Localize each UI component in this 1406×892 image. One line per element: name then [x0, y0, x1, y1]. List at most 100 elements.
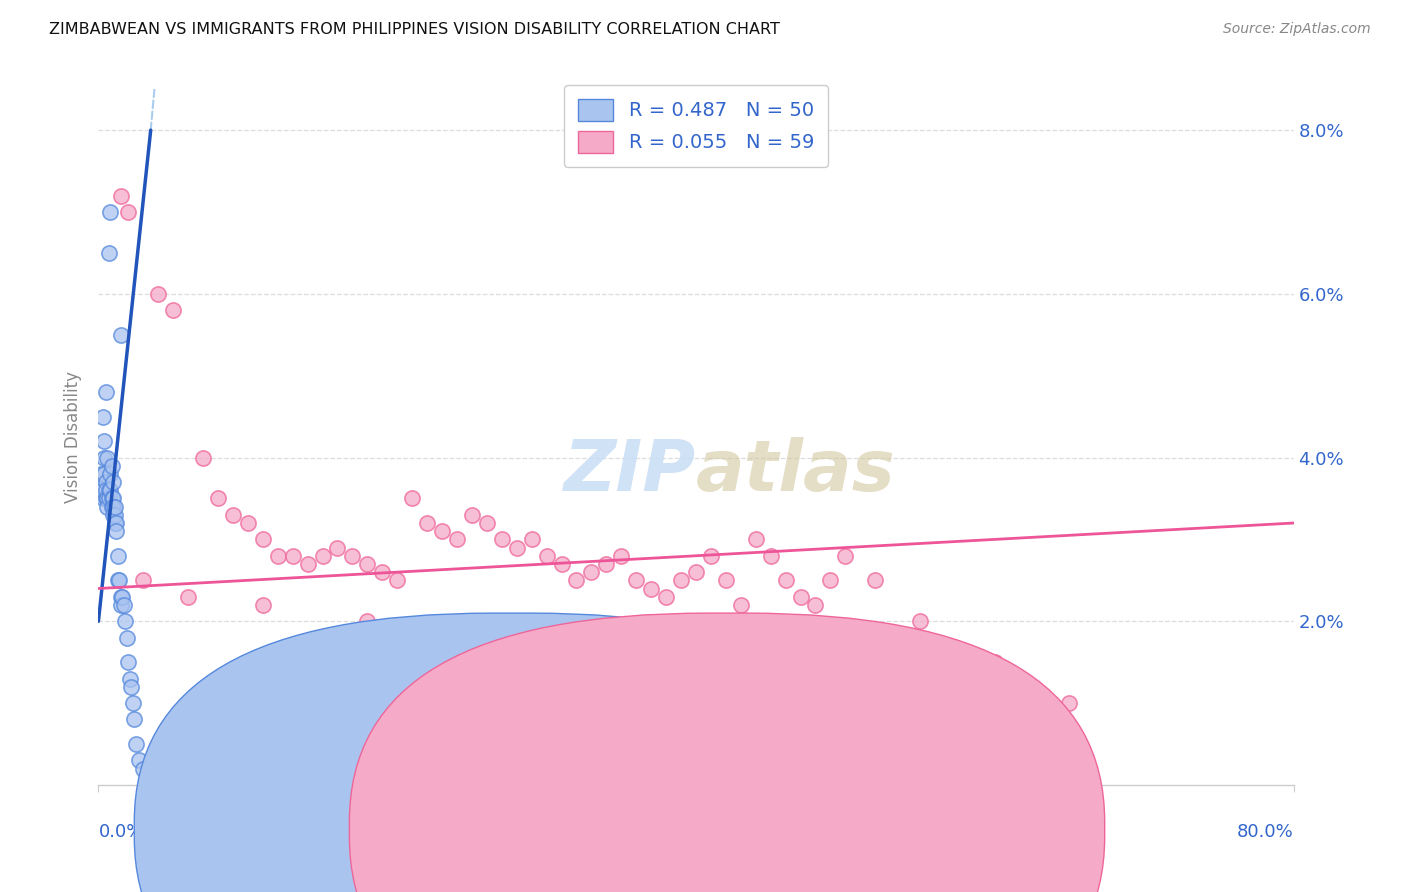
Point	[491, 631, 513, 645]
Point	[789, 590, 811, 604]
Point	[595, 557, 617, 571]
Point	[550, 557, 572, 571]
Text: 0.0%: 0.0%	[98, 823, 143, 841]
Point	[101, 458, 124, 473]
Point	[115, 631, 138, 645]
Point	[124, 713, 146, 727]
Point	[311, 549, 333, 563]
Point	[371, 565, 394, 579]
Point	[655, 590, 678, 604]
Point	[252, 533, 274, 547]
Point	[98, 483, 122, 498]
Point	[820, 574, 842, 588]
Text: atlas: atlas	[696, 437, 896, 507]
Point	[252, 598, 274, 612]
Point	[108, 574, 131, 588]
Point	[700, 549, 723, 563]
Point	[207, 491, 229, 506]
Text: ZIMBABWEAN VS IMMIGRANTS FROM PHILIPPINES VISION DISABILITY CORRELATION CHART: ZIMBABWEAN VS IMMIGRANTS FROM PHILIPPINE…	[49, 22, 780, 37]
Point	[97, 246, 120, 260]
Point	[908, 614, 931, 628]
Point	[745, 533, 768, 547]
Point	[93, 450, 115, 465]
Point	[104, 508, 127, 522]
Point	[342, 549, 364, 563]
Point	[356, 614, 378, 628]
Point	[96, 491, 118, 506]
Point	[107, 574, 129, 588]
Point	[640, 582, 662, 596]
Point	[98, 467, 122, 481]
Point	[105, 524, 128, 539]
Point	[132, 574, 155, 588]
Point	[112, 598, 135, 612]
Point	[101, 500, 124, 514]
Point	[128, 753, 150, 767]
Text: Zimbabweans: Zimbabweans	[538, 820, 655, 838]
Point	[110, 590, 132, 604]
Point	[91, 483, 114, 498]
Point	[730, 598, 752, 612]
Point	[446, 533, 468, 547]
Text: 80.0%: 80.0%	[1237, 823, 1294, 841]
Point	[96, 500, 118, 514]
FancyBboxPatch shape	[135, 613, 890, 892]
Point	[110, 598, 132, 612]
Point	[118, 672, 141, 686]
Text: Immigrants from Philippines: Immigrants from Philippines	[754, 820, 987, 838]
Point	[117, 655, 139, 669]
Point	[117, 205, 139, 219]
Point	[626, 574, 648, 588]
Text: Source: ZipAtlas.com: Source: ZipAtlas.com	[1223, 22, 1371, 37]
Point	[491, 533, 513, 547]
Point	[714, 574, 737, 588]
Point	[236, 516, 259, 530]
Point	[565, 574, 588, 588]
Point	[162, 303, 184, 318]
Point	[222, 508, 245, 522]
Point	[105, 516, 128, 530]
Point	[98, 205, 122, 219]
Point	[103, 475, 125, 489]
Point	[536, 549, 558, 563]
Point	[191, 450, 214, 465]
Point	[93, 434, 115, 449]
Point	[804, 598, 827, 612]
Point	[103, 508, 125, 522]
Point	[520, 533, 543, 547]
Point	[281, 549, 304, 563]
Point	[110, 188, 132, 202]
Point	[91, 409, 114, 424]
Point	[132, 762, 155, 776]
Point	[430, 524, 453, 539]
Point	[1059, 696, 1081, 710]
Point	[475, 516, 498, 530]
Point	[356, 557, 378, 571]
Point	[759, 549, 782, 563]
Point	[103, 500, 125, 514]
Point	[91, 491, 114, 506]
Point	[96, 450, 118, 465]
Point	[94, 483, 117, 498]
Point	[97, 483, 120, 498]
Point	[120, 680, 142, 694]
Point	[461, 508, 484, 522]
Point	[107, 549, 129, 563]
Point	[94, 475, 117, 489]
Point	[94, 491, 117, 506]
Point	[104, 516, 127, 530]
Point	[326, 541, 349, 555]
Point	[148, 286, 170, 301]
Point	[121, 696, 143, 710]
Point	[669, 574, 692, 588]
Point	[111, 590, 134, 604]
Point	[104, 500, 127, 514]
Point	[610, 549, 633, 563]
Point	[834, 549, 856, 563]
Point	[177, 590, 200, 604]
Point	[714, 631, 737, 645]
Point	[685, 565, 707, 579]
Point	[93, 467, 115, 481]
Point	[267, 549, 290, 563]
Point	[385, 574, 409, 588]
